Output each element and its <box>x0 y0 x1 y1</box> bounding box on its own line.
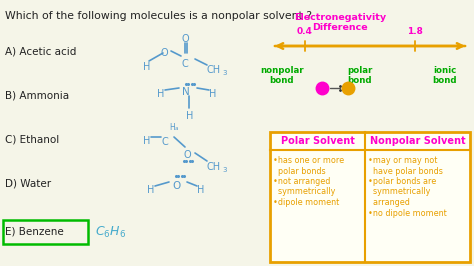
Text: 3: 3 <box>222 167 227 173</box>
Text: 0.4: 0.4 <box>297 27 313 36</box>
Text: CH: CH <box>207 162 221 172</box>
Text: O: O <box>182 34 190 44</box>
Text: H: H <box>147 185 155 195</box>
Text: Nonpolar Solvent: Nonpolar Solvent <box>370 136 465 146</box>
Text: 3: 3 <box>222 70 227 76</box>
Text: H: H <box>197 185 204 195</box>
Bar <box>270 132 470 262</box>
Text: A) Acetic acid: A) Acetic acid <box>5 46 76 56</box>
Text: E) Benzene: E) Benzene <box>5 226 64 236</box>
Text: CH: CH <box>207 65 221 75</box>
Text: symmetrically: symmetrically <box>368 188 430 197</box>
Text: •not arranged: •not arranged <box>273 177 330 186</box>
Text: $C_6H_6$: $C_6H_6$ <box>95 225 126 240</box>
Text: H: H <box>186 111 193 121</box>
Text: •no dipole moment: •no dipole moment <box>368 209 447 218</box>
Text: B) Ammonia: B) Ammonia <box>5 91 69 101</box>
Text: H: H <box>157 89 164 99</box>
Text: Polar Solvent: Polar Solvent <box>281 136 355 146</box>
Text: C: C <box>162 137 169 147</box>
Text: •may or may not: •may or may not <box>368 156 438 165</box>
Text: polar
bond: polar bond <box>347 66 373 85</box>
Text: 1.8: 1.8 <box>407 27 423 36</box>
Text: polar bonds: polar bonds <box>273 167 326 176</box>
Text: O: O <box>184 150 191 160</box>
Text: C) Ethanol: C) Ethanol <box>5 134 59 144</box>
Text: •dipole moment: •dipole moment <box>273 198 339 207</box>
Text: nonpolar
bond: nonpolar bond <box>260 66 304 85</box>
Text: H: H <box>143 62 150 72</box>
Text: N: N <box>182 87 190 97</box>
Bar <box>3 220 88 244</box>
Text: Electronegativity: Electronegativity <box>294 14 386 23</box>
Text: have polar bonds: have polar bonds <box>368 167 443 176</box>
Text: arranged: arranged <box>368 198 410 207</box>
Text: O: O <box>161 48 169 58</box>
Text: a: a <box>175 127 179 131</box>
Text: Which of the following molecules is a nonpolar solvent ?: Which of the following molecules is a no… <box>5 11 312 21</box>
Text: H: H <box>169 123 175 131</box>
Text: H: H <box>209 89 216 99</box>
Text: C: C <box>182 59 189 69</box>
Text: O: O <box>172 181 180 191</box>
Text: •polar bonds are: •polar bonds are <box>368 177 436 186</box>
Text: H: H <box>143 136 150 146</box>
Text: •has one or more: •has one or more <box>273 156 344 165</box>
Text: symmetrically: symmetrically <box>273 188 336 197</box>
Text: D) Water: D) Water <box>5 179 51 189</box>
Text: Difference: Difference <box>312 23 368 32</box>
Text: ionic
bond: ionic bond <box>433 66 457 85</box>
